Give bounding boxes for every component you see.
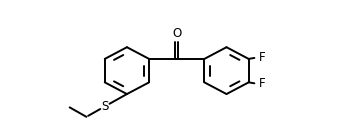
Text: S: S bbox=[101, 100, 109, 113]
Text: F: F bbox=[258, 51, 265, 64]
Text: O: O bbox=[172, 27, 181, 40]
Text: F: F bbox=[258, 77, 265, 91]
